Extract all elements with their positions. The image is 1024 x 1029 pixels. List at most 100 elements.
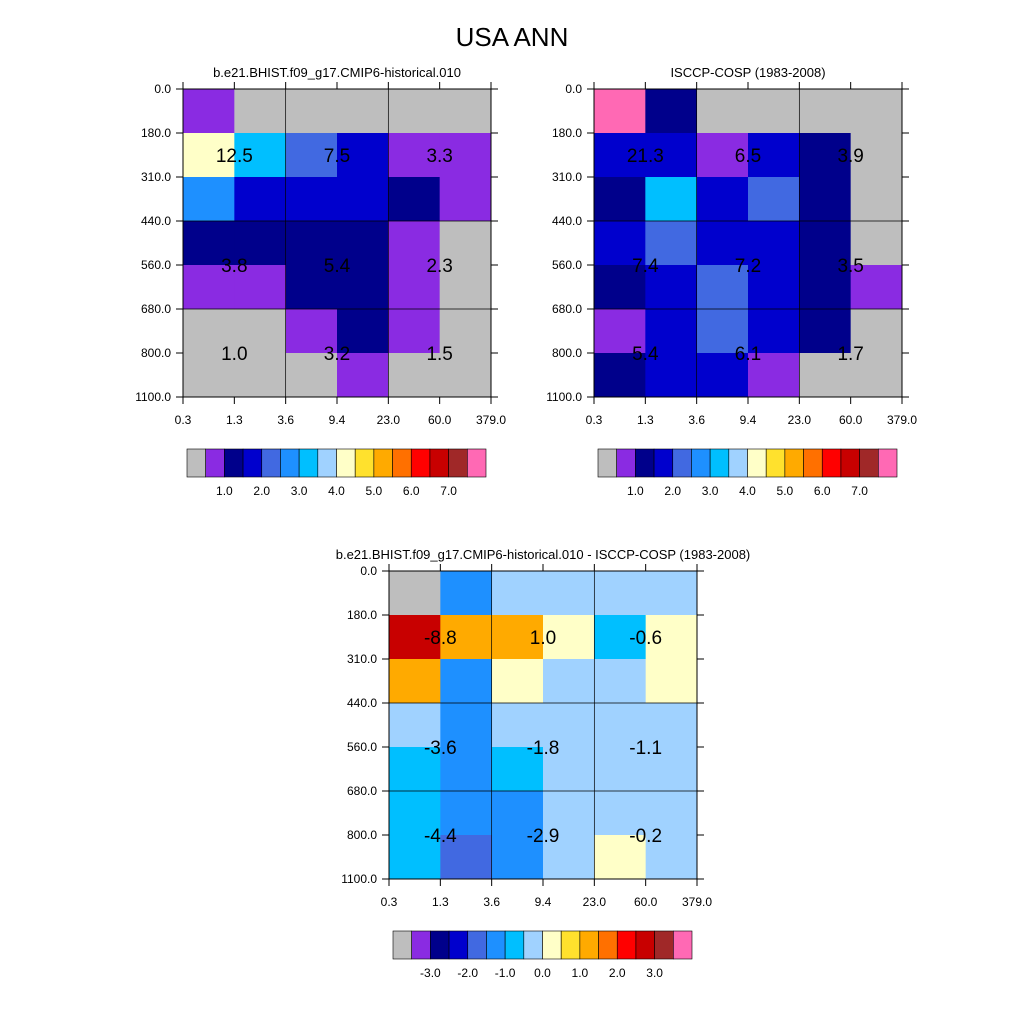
heatmap-cell — [491, 571, 544, 616]
colorbar-swatch — [467, 448, 487, 478]
heatmap-cell — [491, 615, 544, 660]
box-value-label: -0.6 — [629, 628, 662, 649]
heatmap-cell — [696, 133, 749, 178]
heatmap-cell — [594, 89, 646, 134]
heatmap-cell — [799, 353, 852, 398]
box-value-label: 21.3 — [627, 146, 664, 167]
box-value-label: -8.8 — [424, 628, 457, 649]
colorbar-swatch — [261, 448, 281, 478]
colorbar-swatch — [186, 448, 206, 478]
heatmap-cell — [234, 177, 287, 222]
heatmap-cell — [543, 703, 595, 748]
heatmap-cell — [285, 353, 338, 398]
y-tick-label: 680.0 — [347, 784, 377, 798]
heatmap-cell — [543, 659, 595, 704]
colorbar-swatch — [467, 930, 487, 960]
heatmap-cell — [645, 89, 698, 134]
heatmap-cell — [388, 89, 441, 134]
colorbar-swatch — [598, 930, 618, 960]
panel-diff: b.e21.BHIST.f09_g17.CMIP6-historical.010… — [336, 547, 751, 980]
page-title: USA ANN — [456, 22, 569, 52]
heatmap-cell — [183, 353, 235, 398]
y-tick-label: 310.0 — [347, 652, 377, 666]
heatmap-cell — [337, 309, 389, 354]
x-tick-label: 1.3 — [226, 413, 243, 427]
colorbar-swatch — [616, 448, 636, 478]
heatmap-cell — [439, 177, 492, 222]
heatmap-cell — [388, 353, 441, 398]
heatmap-cell — [285, 89, 338, 134]
heatmap-cell — [389, 615, 441, 660]
box-value-label: 3.5 — [837, 256, 863, 277]
heatmap-cell — [799, 309, 852, 354]
heatmap-cell — [645, 309, 698, 354]
colorbar-swatch — [392, 930, 412, 960]
heatmap-cell — [594, 177, 646, 222]
box-value-label: 2.3 — [426, 256, 452, 277]
colorbar-swatch — [878, 448, 898, 478]
box-value-label: -2.9 — [527, 826, 560, 847]
colorbar-swatch — [373, 448, 393, 478]
colorbar-swatch — [280, 448, 300, 478]
heatmap-cell — [645, 353, 698, 398]
heatmap-cell — [645, 659, 698, 704]
heatmap-cell — [748, 353, 800, 398]
y-tick-label: 1100.0 — [135, 390, 171, 404]
heatmap-cell — [799, 89, 852, 134]
heatmap-cell — [696, 177, 749, 222]
y-tick-label: 560.0 — [552, 258, 582, 272]
x-tick-label: 60.0 — [634, 895, 658, 909]
heatmap-cell — [696, 265, 749, 310]
box-value-label: 6.5 — [735, 146, 761, 167]
colorbar-swatch — [336, 448, 356, 478]
heatmap-cell — [748, 133, 800, 178]
colorbar-swatch — [298, 448, 319, 478]
colorbar-swatch — [392, 448, 412, 478]
heatmap-cell — [337, 353, 389, 398]
heatmap-cell — [440, 659, 493, 704]
y-tick-label: 310.0 — [141, 170, 171, 184]
colorbar-swatch — [616, 930, 637, 960]
box-value-label: 3.9 — [837, 146, 863, 167]
x-tick-label: 9.4 — [535, 895, 552, 909]
y-tick-label: 1100.0 — [341, 872, 377, 886]
heatmap-cell — [850, 221, 903, 266]
colorbar-swatch — [821, 448, 842, 478]
heatmap-cell — [439, 265, 492, 310]
heatmap-cell — [285, 309, 338, 354]
y-tick-label: 440.0 — [552, 214, 582, 228]
heatmap-cell — [594, 265, 646, 310]
heatmap-cell — [645, 615, 698, 660]
panel-title: b.e21.BHIST.f09_g17.CMIP6-historical.010… — [336, 547, 751, 562]
heatmap-cell — [850, 177, 903, 222]
box-value-label: 3.2 — [324, 344, 350, 365]
box-value-label: 5.4 — [632, 344, 659, 365]
colorbar-swatch — [635, 448, 655, 478]
heatmap-cell — [748, 309, 800, 354]
heatmap-cell — [285, 133, 338, 178]
heatmap-cell — [491, 703, 544, 748]
x-tick-label: 1.3 — [432, 895, 449, 909]
y-tick-label: 680.0 — [552, 302, 582, 316]
x-tick-label: 60.0 — [839, 413, 863, 427]
colorbar-swatch — [784, 448, 804, 478]
heatmap-cell — [337, 89, 389, 134]
colorbar-swatch — [430, 930, 450, 960]
heatmap-cell — [594, 791, 647, 836]
colorbar-label: 6.0 — [403, 484, 420, 498]
box-value-label: 3.8 — [221, 256, 247, 277]
heatmap-cell — [543, 791, 595, 836]
heatmap-cell — [389, 747, 441, 792]
heatmap-cell — [543, 835, 595, 880]
heatmap-cell — [388, 309, 441, 354]
heatmap-cell — [696, 353, 749, 398]
x-tick-label: 1.3 — [637, 413, 654, 427]
panel-title: ISCCP-COSP (1983-2008) — [670, 65, 825, 80]
colorbar-swatch — [504, 930, 525, 960]
heatmap-cell — [337, 221, 389, 266]
heatmap-cell — [388, 221, 441, 266]
y-tick-label: 0.0 — [154, 82, 171, 96]
y-tick-label: 1100.0 — [546, 390, 582, 404]
heatmap-cell — [850, 265, 903, 310]
heatmap-cell — [234, 265, 287, 310]
